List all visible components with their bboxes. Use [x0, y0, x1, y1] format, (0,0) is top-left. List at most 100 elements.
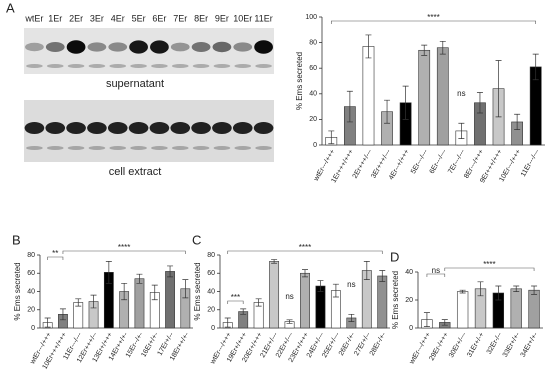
- y-tick-label: 20: [405, 297, 413, 304]
- error-bar: [348, 313, 355, 322]
- lane-label: 1Er: [48, 13, 62, 23]
- lane-label: wtEr: [24, 13, 43, 23]
- panel-label: B: [12, 232, 21, 247]
- error-bar: [75, 298, 82, 307]
- bar: [528, 289, 540, 329]
- band: [255, 64, 272, 68]
- band: [109, 146, 127, 150]
- band: [87, 42, 107, 52]
- bar: [269, 261, 280, 329]
- error-bar: [302, 269, 308, 278]
- error-bar: [182, 279, 189, 299]
- band: [151, 146, 168, 150]
- y-tick-label: 40: [405, 269, 413, 276]
- y-tick-label: 0: [211, 325, 215, 332]
- error-bar: [332, 283, 339, 298]
- band: [108, 42, 128, 52]
- annotation: ns: [347, 280, 355, 289]
- y-tick-label: 60: [207, 270, 215, 277]
- blot-supernatant: [24, 28, 274, 74]
- band: [26, 146, 43, 150]
- annotation: ****: [427, 13, 439, 22]
- error-bar: [90, 294, 97, 309]
- band: [232, 122, 253, 134]
- band: [107, 122, 128, 134]
- bar: [134, 278, 145, 329]
- y-axis-label: % Ems secreted: [391, 271, 400, 329]
- annotation: ns: [285, 292, 293, 301]
- band: [254, 40, 273, 54]
- band: [192, 146, 210, 150]
- error-bar: [346, 90, 353, 123]
- band: [150, 40, 169, 54]
- error-bar: [476, 92, 483, 114]
- error-bar: [514, 113, 521, 130]
- annotation: ***: [231, 293, 240, 302]
- band: [87, 122, 107, 134]
- y-tick-label: 40: [309, 91, 317, 98]
- blot-cell-extract: [24, 100, 274, 162]
- y-axis-label: % Ems secreted: [13, 262, 22, 320]
- band: [67, 146, 85, 150]
- lane-label: 4Er: [111, 13, 125, 23]
- lane-label: 5Er: [132, 13, 146, 23]
- error-bar: [136, 273, 143, 284]
- band: [191, 42, 211, 52]
- bar: [436, 47, 449, 146]
- panel-label: D: [390, 249, 399, 264]
- bracket: [47, 256, 64, 260]
- band: [46, 146, 64, 150]
- blot-caption: supernatant: [106, 78, 164, 90]
- band: [212, 41, 232, 53]
- blot-caption: cell extract: [109, 166, 162, 178]
- error-bar: [459, 289, 466, 294]
- error-bar: [532, 53, 539, 81]
- bar: [315, 285, 326, 329]
- y-tick-label: 40: [207, 288, 215, 295]
- band: [67, 64, 85, 68]
- error-bar: [240, 308, 247, 315]
- y-tick-label: 100: [305, 14, 317, 21]
- error-bar: [477, 281, 484, 297]
- y-tick-label: 80: [27, 252, 35, 259]
- y-tick-label: 0: [31, 325, 35, 332]
- y-tick-label: 0: [313, 142, 317, 149]
- annotation: ****: [118, 243, 130, 252]
- band: [234, 64, 252, 68]
- error-bar: [317, 280, 324, 292]
- y-tick-label: 20: [207, 307, 215, 314]
- bar: [165, 271, 175, 329]
- y-tick-label: 80: [309, 39, 317, 46]
- band: [233, 42, 253, 52]
- y-tick-label: 20: [309, 116, 317, 123]
- lane-label: 8Er: [194, 13, 208, 23]
- error-bar: [167, 265, 174, 278]
- error-bar: [121, 282, 128, 301]
- bar: [377, 275, 388, 329]
- y-tick-label: 60: [309, 65, 317, 72]
- panel-label: C: [192, 232, 201, 247]
- bracket: [330, 20, 537, 24]
- error-bar: [44, 317, 51, 328]
- y-axis-label: % Ems secreted: [295, 52, 304, 110]
- error-bar: [495, 285, 502, 301]
- error-bar: [531, 285, 538, 295]
- error-bar: [441, 319, 448, 326]
- error-bar: [328, 130, 335, 145]
- lane-label: 6Er: [152, 13, 166, 23]
- band: [192, 64, 210, 68]
- band: [213, 146, 231, 150]
- y-tick-label: 40: [27, 288, 35, 295]
- error-bar: [495, 60, 502, 118]
- band: [255, 146, 272, 150]
- bracket: [426, 273, 446, 277]
- panel-label: A: [6, 0, 15, 15]
- error-bar: [423, 312, 430, 327]
- band: [130, 146, 147, 150]
- error-bar: [59, 308, 66, 321]
- band: [130, 64, 147, 68]
- bar: [510, 288, 522, 329]
- bar: [418, 49, 431, 146]
- band: [128, 122, 149, 134]
